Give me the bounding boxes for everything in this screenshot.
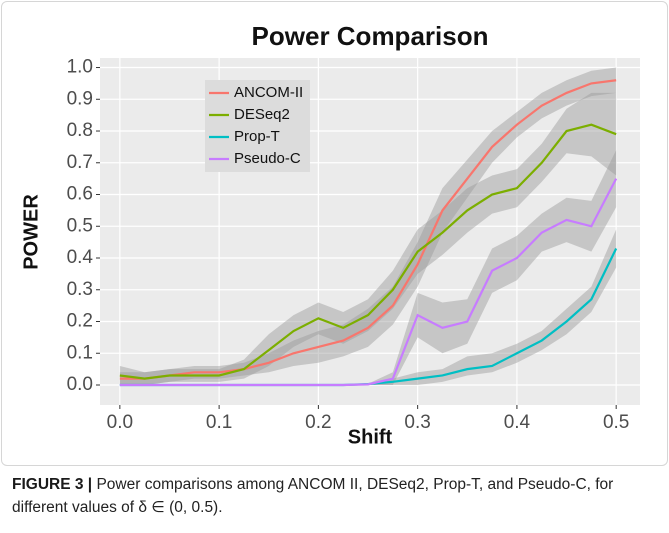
legend-label: DESeq2 [234,106,290,123]
x-tick-label: 0.1 [206,412,232,433]
y-tick-label: 0.3 [67,279,93,300]
series-line [119,79,617,380]
x-tick-label: 0.3 [404,412,430,433]
legend: ANCOM-II DESeq2 Prop-T Pseudo-C [205,80,310,172]
caption-text: Power comparisons among ANCOM II, DESeq2… [12,476,614,516]
y-tick-label: 0.2 [67,311,93,332]
caption-label: FIGURE 3 | [12,476,93,493]
y-tick-label: 0.1 [67,342,93,363]
plot-panel [100,58,640,405]
y-tick-label: 0.4 [67,247,94,268]
y-tick-label: 0.6 [67,184,93,205]
legend-label: Pseudo-C [234,150,301,167]
series-line [119,123,617,380]
y-tick-label: 0.9 [67,88,93,109]
legend-label: Prop-T [234,128,280,145]
y-tick-label: 0.5 [67,215,93,236]
y-tick-label: 0.8 [67,120,93,141]
figure-frame [1,1,668,466]
y-tick-label: 1.0 [67,57,93,78]
y-tick-label: 0.7 [67,152,93,173]
legend-label: ANCOM-II [234,84,303,101]
x-tick-label: 0.2 [305,412,331,433]
y-tick-label: 0.0 [67,374,93,395]
x-tick-label: 0.4 [504,412,531,433]
chart: Power Comparison Shift POWER 0.0 0.1 0.2 0.… [20,21,640,448]
caption: FIGURE 3 | Power comparisons among ANCOM… [12,473,657,519]
y-axis-label: POWER [20,194,42,270]
confidence-band [119,150,617,385]
x-tick-label: 0.5 [603,412,629,433]
chart-title: Power Comparison [252,21,489,51]
legend-box [205,80,310,172]
x-axis-label: Shift [348,426,393,448]
x-tick-label: 0.0 [107,412,133,433]
series-line [119,178,618,387]
